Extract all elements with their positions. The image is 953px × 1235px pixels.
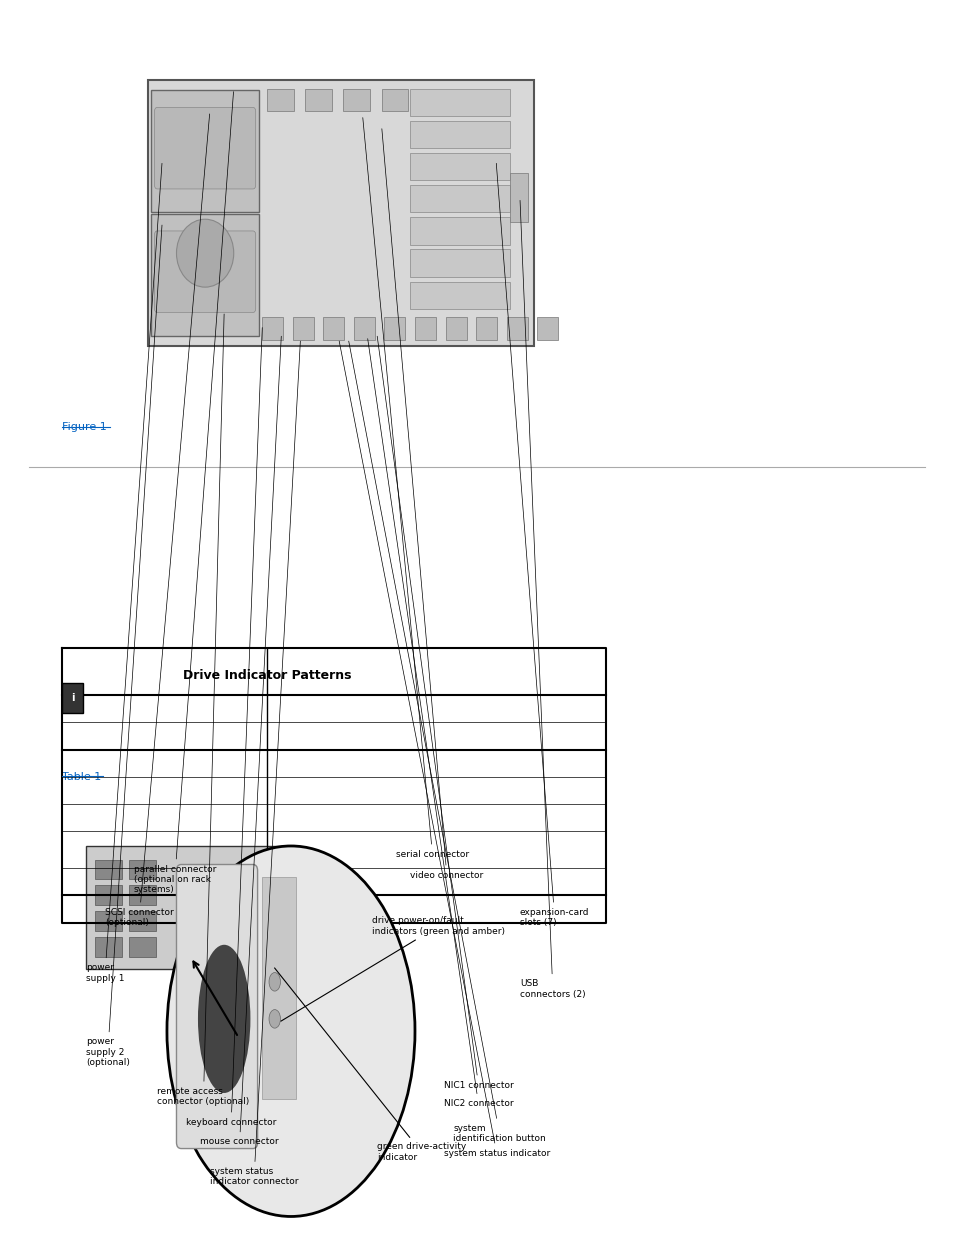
FancyBboxPatch shape [154, 231, 255, 312]
Text: video connector: video connector [381, 128, 483, 879]
FancyBboxPatch shape [410, 217, 510, 245]
FancyBboxPatch shape [176, 864, 257, 1149]
FancyBboxPatch shape [262, 317, 283, 340]
FancyBboxPatch shape [262, 877, 295, 1099]
FancyBboxPatch shape [410, 89, 510, 116]
Text: serial connector: serial connector [362, 117, 469, 858]
FancyBboxPatch shape [293, 317, 314, 340]
FancyBboxPatch shape [305, 89, 332, 111]
FancyBboxPatch shape [510, 173, 527, 222]
Text: green drive-activity
indicator: green drive-activity indicator [274, 968, 466, 1162]
Ellipse shape [198, 945, 250, 1093]
FancyBboxPatch shape [267, 89, 294, 111]
Text: Figure 1: Figure 1 [62, 422, 107, 432]
FancyBboxPatch shape [129, 885, 155, 905]
FancyBboxPatch shape [62, 683, 83, 713]
Text: drive power-on/fault
indicators (green and amber): drive power-on/fault indicators (green a… [280, 916, 504, 1021]
FancyBboxPatch shape [129, 860, 155, 879]
Text: remote access
connector (optional): remote access connector (optional) [157, 314, 250, 1107]
FancyBboxPatch shape [154, 107, 255, 189]
FancyBboxPatch shape [410, 121, 510, 148]
Text: expansion-card
slots (7): expansion-card slots (7) [496, 163, 589, 927]
FancyBboxPatch shape [129, 911, 155, 931]
Text: power
supply 2
(optional): power supply 2 (optional) [86, 225, 162, 1067]
FancyBboxPatch shape [506, 317, 527, 340]
Text: power
supply 1: power supply 1 [86, 163, 162, 983]
Text: system status
indicator connector: system status indicator connector [210, 341, 300, 1187]
Ellipse shape [176, 220, 233, 288]
Text: mouse connector: mouse connector [200, 336, 281, 1146]
FancyBboxPatch shape [343, 89, 370, 111]
FancyBboxPatch shape [95, 937, 122, 957]
FancyBboxPatch shape [537, 317, 558, 340]
FancyBboxPatch shape [148, 80, 534, 346]
Ellipse shape [269, 973, 280, 990]
FancyBboxPatch shape [151, 90, 259, 212]
FancyBboxPatch shape [323, 317, 344, 340]
Text: Drive Indicator Patterns: Drive Indicator Patterns [183, 669, 351, 683]
Text: system
identification button: system identification button [349, 341, 545, 1144]
FancyBboxPatch shape [476, 317, 497, 340]
FancyBboxPatch shape [384, 317, 405, 340]
Ellipse shape [167, 846, 415, 1216]
Text: SCSI connector
(optional): SCSI connector (optional) [105, 114, 210, 927]
Text: i: i [71, 693, 74, 703]
FancyBboxPatch shape [410, 282, 510, 309]
FancyBboxPatch shape [86, 846, 295, 969]
Text: keyboard connector: keyboard connector [186, 327, 276, 1126]
FancyBboxPatch shape [410, 185, 510, 212]
Text: Table 1: Table 1 [62, 772, 101, 782]
FancyBboxPatch shape [415, 317, 436, 340]
FancyBboxPatch shape [95, 911, 122, 931]
FancyBboxPatch shape [151, 214, 259, 336]
Text: parallel connector
(optional on rack
systems): parallel connector (optional on rack sys… [133, 91, 233, 894]
Text: NIC2 connector: NIC2 connector [367, 338, 513, 1108]
FancyBboxPatch shape [129, 937, 155, 957]
Text: system status indicator: system status indicator [339, 341, 549, 1157]
FancyBboxPatch shape [95, 860, 122, 879]
FancyBboxPatch shape [381, 89, 408, 111]
Text: USB
connectors (2): USB connectors (2) [519, 200, 585, 999]
Ellipse shape [269, 1010, 280, 1028]
FancyBboxPatch shape [410, 249, 510, 277]
FancyBboxPatch shape [95, 885, 122, 905]
FancyBboxPatch shape [410, 153, 510, 180]
FancyBboxPatch shape [445, 317, 466, 340]
Text: NIC1 connector: NIC1 connector [376, 336, 513, 1089]
FancyBboxPatch shape [354, 317, 375, 340]
